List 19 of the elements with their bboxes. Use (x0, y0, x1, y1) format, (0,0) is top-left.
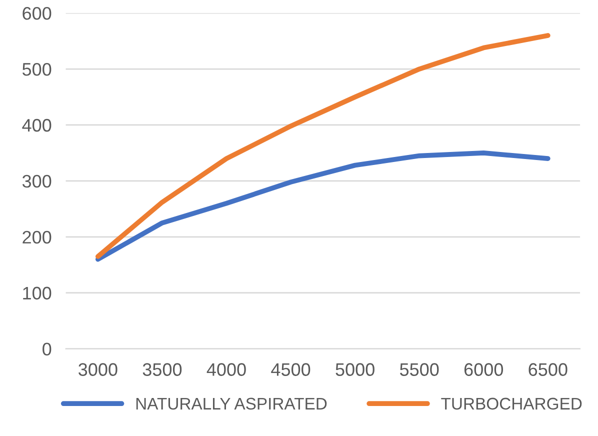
x-tick-label: 5000 (336, 363, 374, 376)
y-tick-label: 100 (23, 286, 52, 300)
y-tick-label: 500 (22, 62, 52, 76)
legend-label: TURBOCHARGED (441, 398, 582, 410)
y-tick-label: 0 (42, 342, 52, 356)
x-tick-label: 3000 (78, 363, 118, 376)
line-series (95, 150, 550, 262)
legend-label: NATURALLY ASPIRATED (136, 398, 327, 410)
y-tick-label: 300 (22, 174, 52, 188)
x-tick-label: 5500 (400, 363, 439, 376)
y-tick-label: 200 (22, 230, 52, 244)
x-tick-label: 4500 (271, 363, 310, 376)
y-tick-label: 600 (22, 7, 52, 20)
x-tick-label: 3500 (142, 363, 182, 376)
y-tick-label: 400 (22, 118, 52, 132)
x-tick-label: 4000 (206, 363, 246, 376)
x-tick-label: 6000 (464, 363, 504, 376)
line-series (95, 33, 550, 259)
x-tick-label: 6500 (528, 363, 568, 376)
